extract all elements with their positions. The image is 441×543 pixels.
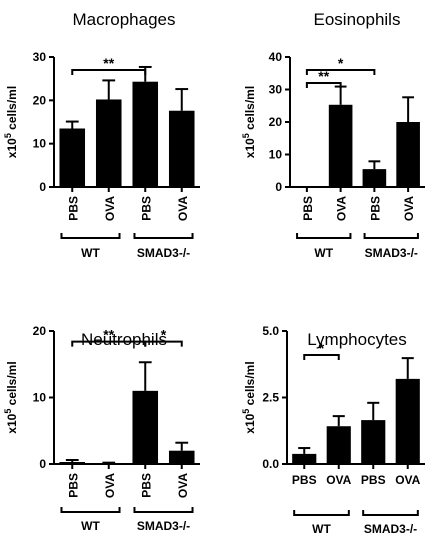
group-bracket — [60, 507, 121, 513]
x-tick-label: OVA — [103, 196, 117, 221]
bar — [362, 169, 387, 187]
bar — [132, 81, 159, 187]
group-label: SMAD3-/- — [137, 519, 190, 533]
bar — [59, 128, 86, 187]
x-tick-label: PBS — [139, 196, 153, 221]
chart-panel-4: Lymphocytes 0.0 2.5 5.0 x105 cells/ml PBS OVA P… — [241, 324, 425, 536]
y-tick-label: 20 — [269, 115, 283, 129]
y-tick-label: 2.5 — [262, 391, 279, 405]
x-tick-label: PBS — [139, 473, 153, 498]
group-label: WT — [314, 246, 333, 260]
significance-bracket — [71, 69, 147, 75]
x-tick-label: OVA — [176, 196, 190, 221]
chart-title: Macrophages — [72, 10, 175, 29]
x-tick-label: PBS — [292, 473, 317, 487]
x-tick-label: OVA — [395, 473, 420, 487]
x-tick-label: PBS — [361, 473, 386, 487]
group-bracket — [363, 233, 419, 239]
y-axis-label: x105 cells/ml — [241, 86, 257, 158]
significance-label: ** — [103, 55, 114, 71]
x-tick-label: OVA — [176, 473, 190, 498]
bar — [396, 122, 420, 187]
y-tick-label: 20 — [33, 93, 47, 107]
y-axis-label: x105 cells/ml — [3, 86, 19, 158]
bar — [395, 378, 420, 464]
y-tick-label: 30 — [269, 83, 283, 97]
chart-title: Neutrophils — [81, 330, 167, 349]
y-tick-label: 10 — [33, 391, 47, 405]
group-bracket — [293, 510, 350, 516]
y-tick-label: 30 — [33, 50, 47, 64]
y-tick-label: 10 — [33, 137, 47, 151]
y-tick-label: 0 — [275, 180, 282, 194]
x-tick-label: OVA — [335, 196, 349, 221]
y-tick-label: 5.0 — [262, 324, 279, 338]
group-label: WT — [81, 246, 100, 260]
chart-panel-2: Eosinophils 0 10 20 30 40 x105 cells/ml PBS OVA P… — [241, 10, 425, 260]
y-tick-label: 20 — [33, 324, 47, 338]
group-label: SMAD3-/- — [364, 522, 417, 536]
x-tick-label: OVA — [402, 196, 416, 221]
group-label: WT — [81, 519, 100, 533]
chart-panel-1: Macrophages 0 10 20 30 x105 cells/ml PBS OVA PBS… — [3, 10, 200, 260]
chart-panel-3: Neutrophils 0 10 20 x105 cells/ml PBS OVA PBS OV… — [3, 324, 200, 533]
significance-bracket — [303, 353, 340, 360]
x-tick-label: OVA — [326, 473, 351, 487]
significance-label: * — [319, 340, 325, 356]
significance-label: * — [161, 327, 167, 343]
chart-title: Eosinophils — [314, 10, 401, 29]
y-tick-label: 0 — [39, 457, 46, 471]
y-tick-label: 0.0 — [262, 457, 279, 471]
group-bracket — [60, 233, 121, 239]
y-axis-label: x105 cells/ml — [3, 361, 19, 433]
bar — [132, 390, 159, 464]
group-label: WT — [312, 522, 331, 536]
significance-label: ** — [318, 68, 329, 84]
bar — [59, 462, 86, 464]
group-bracket — [362, 510, 419, 516]
bar — [328, 104, 353, 187]
x-tick-label: PBS — [368, 196, 382, 221]
significance-bracket — [305, 69, 376, 75]
x-tick-label: PBS — [66, 473, 80, 498]
group-label: SMAD3-/- — [365, 246, 418, 260]
group-bracket — [296, 233, 352, 239]
significance-label: * — [338, 55, 344, 71]
bar — [168, 450, 195, 464]
bar — [326, 426, 351, 464]
y-tick-label: 10 — [269, 148, 283, 162]
x-tick-label: PBS — [66, 196, 80, 221]
bar — [361, 420, 386, 464]
x-tick-label: PBS — [301, 196, 315, 221]
significance-label: ** — [103, 327, 114, 343]
bar — [292, 453, 317, 464]
bar — [168, 110, 195, 187]
significance-bracket — [305, 82, 342, 88]
group-bracket — [133, 507, 194, 513]
group-bracket — [133, 233, 194, 239]
y-tick-label: 0 — [39, 180, 46, 194]
y-axis-label: x105 cells/ml — [241, 361, 257, 433]
bar — [95, 99, 122, 187]
group-label: SMAD3-/- — [137, 246, 190, 260]
significance-bracket — [144, 340, 183, 347]
chart-title: Lymphocytes — [307, 330, 407, 349]
y-tick-label: 40 — [269, 50, 283, 64]
x-tick-label: OVA — [103, 473, 117, 498]
